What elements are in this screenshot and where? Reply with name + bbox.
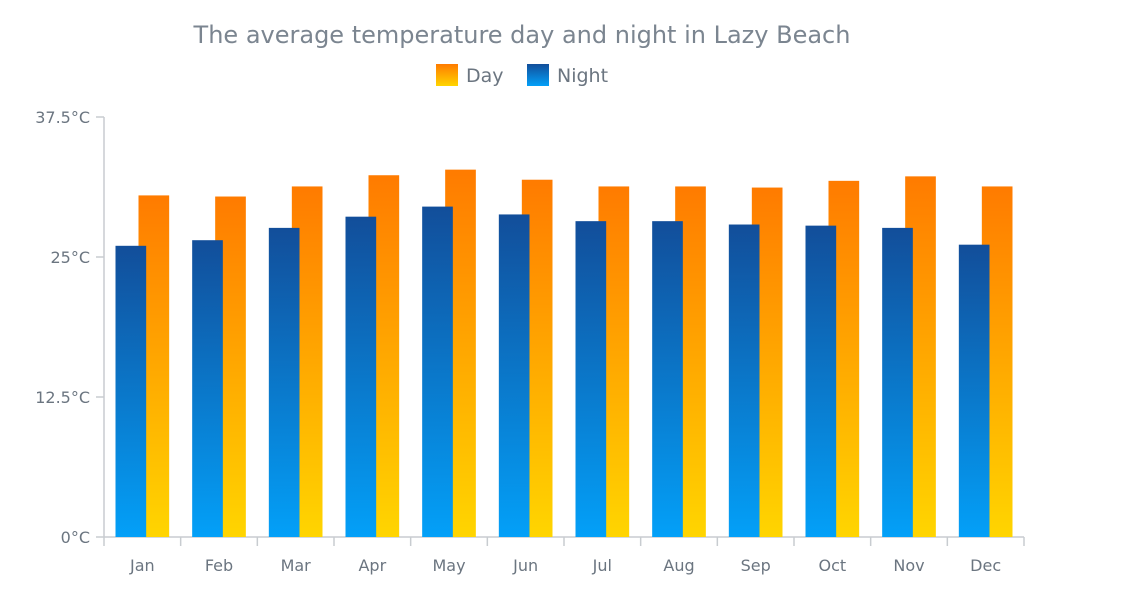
y-tick-label: 37.5°C <box>35 108 90 127</box>
bar-night-feb[interactable] <box>192 240 223 537</box>
x-tick-label: Mar <box>281 556 312 575</box>
bar-night-oct[interactable] <box>805 225 837 537</box>
y-axis: 0°C 12.5°C 25°C 37.5°C <box>35 108 105 547</box>
legend-label-day: Day <box>466 65 504 87</box>
x-tick-label: Dec <box>970 556 1001 575</box>
bars <box>115 169 1013 538</box>
bar-night-jan[interactable] <box>115 245 147 538</box>
x-tick-label: Apr <box>358 556 386 575</box>
bar-night-mar[interactable] <box>268 227 300 537</box>
x-tick-label: Jun <box>512 556 538 575</box>
bar-night-may[interactable] <box>422 206 453 537</box>
y-tick-label: 0°C <box>61 528 90 547</box>
x-tick-label: Feb <box>205 556 233 575</box>
x-axis: Jan Feb Mar Apr May Jun Jul Aug Sep Oct Nov Dec <box>103 536 1025 575</box>
x-tick-label: Jul <box>592 556 612 575</box>
x-tick-label: Nov <box>893 556 924 575</box>
x-tick-label: Aug <box>663 556 694 575</box>
x-tick-label: May <box>432 556 465 575</box>
legend-swatch-night <box>527 64 549 86</box>
legend: Day Night <box>436 64 608 87</box>
bar-night-sep[interactable] <box>728 224 760 537</box>
x-tick-label: Jan <box>129 556 155 575</box>
y-tick-label: 25°C <box>50 248 90 267</box>
bar-night-aug[interactable] <box>652 221 683 537</box>
bar-night-jun[interactable] <box>498 214 530 537</box>
bar-night-nov[interactable] <box>882 227 913 537</box>
legend-swatch-day <box>436 64 458 86</box>
bar-night-dec[interactable] <box>958 244 990 537</box>
chart-title: The average temperature day and night in… <box>193 21 851 49</box>
bar-night-jul[interactable] <box>575 221 607 537</box>
y-tick-label: 12.5°C <box>35 388 90 407</box>
x-tick-label: Oct <box>818 556 846 575</box>
legend-label-night: Night <box>557 65 608 87</box>
x-tick-label: Sep <box>741 556 771 575</box>
bar-night-apr[interactable] <box>345 216 377 537</box>
